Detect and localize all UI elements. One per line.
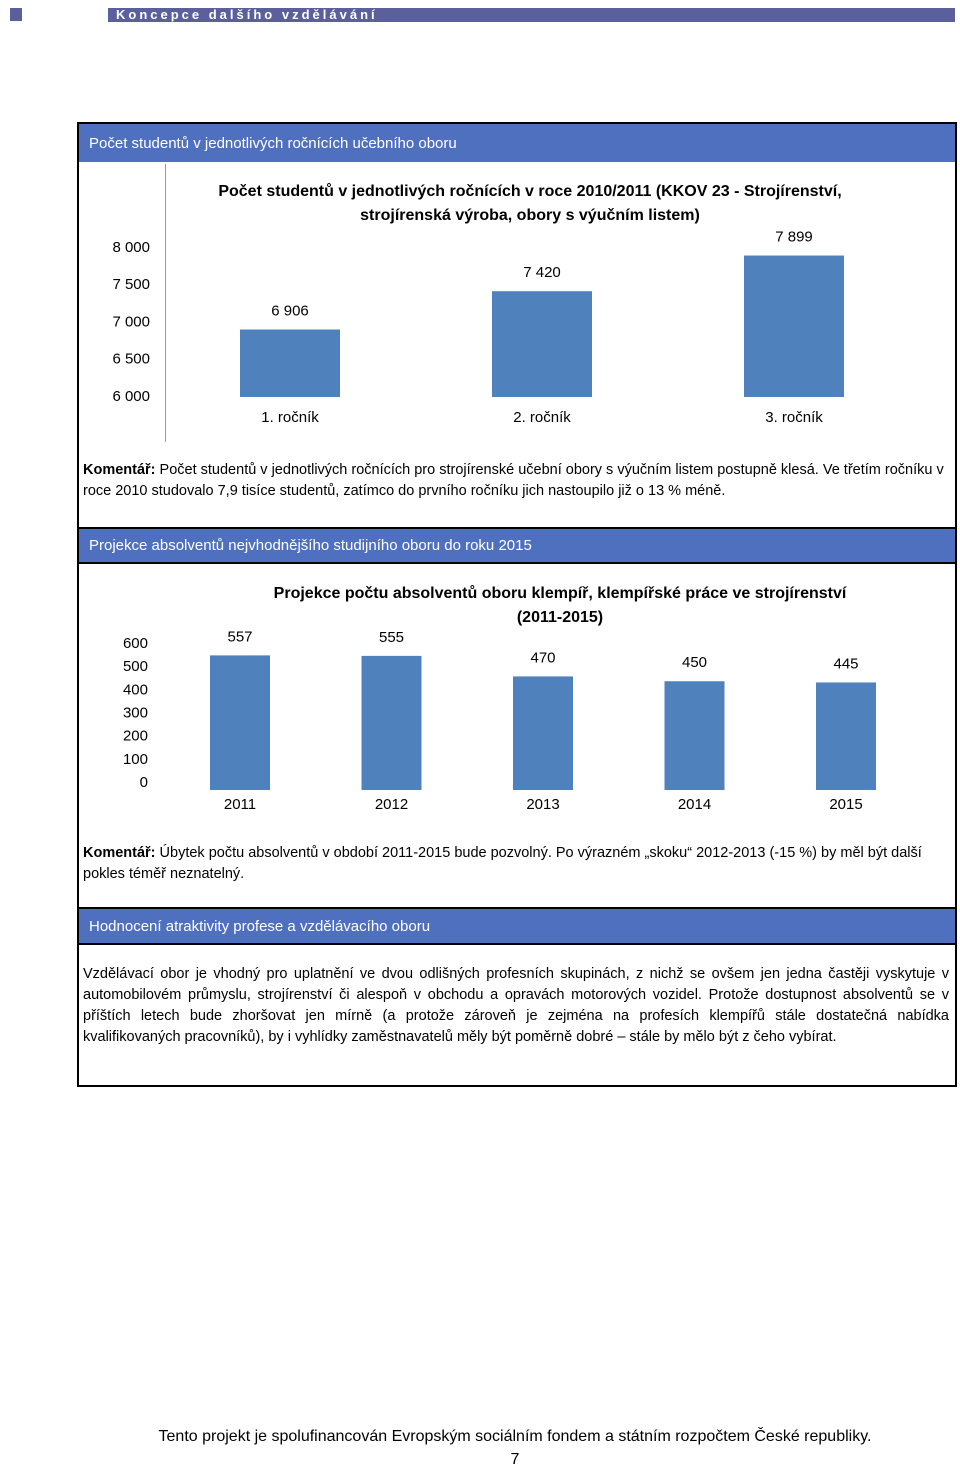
bar bbox=[744, 255, 844, 397]
comment-text: Úbytek počtu absolventů v období 2011-20… bbox=[83, 845, 922, 882]
comment-label: Komentář: bbox=[83, 845, 156, 861]
bar bbox=[513, 676, 573, 790]
y-tick-label: 500 bbox=[123, 658, 148, 675]
frame bbox=[77, 122, 957, 1087]
x-tick-label: 2014 bbox=[678, 796, 711, 813]
y-tick-label: 6 000 bbox=[112, 388, 150, 405]
value-label: 470 bbox=[530, 649, 555, 666]
x-tick-label: 2012 bbox=[375, 796, 408, 813]
bar bbox=[240, 329, 340, 397]
bar bbox=[664, 681, 725, 790]
y-tick-label: 8 000 bbox=[112, 239, 150, 256]
bar bbox=[816, 682, 876, 790]
y-tick-label: 7 000 bbox=[112, 313, 150, 330]
section-heading: Projekce absolventů nejvhodnějšího studi… bbox=[79, 527, 955, 564]
value-label: 7 899 bbox=[775, 228, 813, 245]
x-tick-label: 2. ročník bbox=[513, 409, 571, 426]
value-label: 445 bbox=[833, 655, 858, 672]
y-tick-label: 6 500 bbox=[112, 351, 150, 368]
paragraph: Vzdělávací obor je vhodný pro uplatnění … bbox=[83, 966, 949, 1045]
value-label: 555 bbox=[379, 629, 404, 646]
y-tick-label: 600 bbox=[123, 635, 148, 652]
value-label: 6 906 bbox=[271, 302, 309, 319]
y-tick-label: 400 bbox=[123, 681, 148, 698]
comment: Komentář: Počet studentů v jednotlivých … bbox=[83, 460, 949, 502]
bar bbox=[210, 655, 270, 790]
bar bbox=[361, 655, 422, 790]
chart-title: Počet studentů v jednotlivých ročnících … bbox=[218, 183, 842, 224]
section-heading: Hodnocení atraktivity profese a vzděláva… bbox=[79, 907, 955, 945]
footer-text: Tento projekt je spolufinancován Evropsk… bbox=[158, 1428, 872, 1445]
x-tick-label: 3. ročník bbox=[765, 409, 823, 426]
comment-text: Počet studentů v jednotlivých ročnících … bbox=[83, 462, 944, 499]
chart-title: Projekce počtu absolventů oboru klempíř,… bbox=[273, 585, 847, 626]
comment: Komentář: Úbytek počtu absolventů v obdo… bbox=[83, 843, 949, 885]
x-tick-label: 2013 bbox=[526, 796, 559, 813]
bar bbox=[492, 291, 592, 397]
divider bbox=[165, 164, 166, 442]
x-tick-label: 1. ročník bbox=[261, 409, 319, 426]
y-tick-label: 7 500 bbox=[112, 276, 150, 293]
x-tick-label: 2011 bbox=[224, 796, 256, 813]
comment-label: Komentář: bbox=[83, 462, 156, 478]
y-tick-label: 200 bbox=[123, 728, 148, 745]
x-tick-label: 2015 bbox=[829, 796, 862, 813]
value-label: 557 bbox=[227, 628, 252, 645]
header-title: Koncepce dalšího vzdělávání bbox=[108, 8, 955, 22]
value-label: 450 bbox=[682, 654, 707, 671]
header-square bbox=[10, 8, 22, 21]
page-number: 7 bbox=[510, 1451, 520, 1468]
y-tick-label: 0 bbox=[140, 774, 148, 791]
section-heading: Počet studentů v jednotlivých ročnících … bbox=[79, 124, 955, 162]
value-label: 7 420 bbox=[523, 264, 561, 281]
y-tick-label: 300 bbox=[123, 704, 148, 721]
y-tick-label: 100 bbox=[123, 751, 148, 768]
